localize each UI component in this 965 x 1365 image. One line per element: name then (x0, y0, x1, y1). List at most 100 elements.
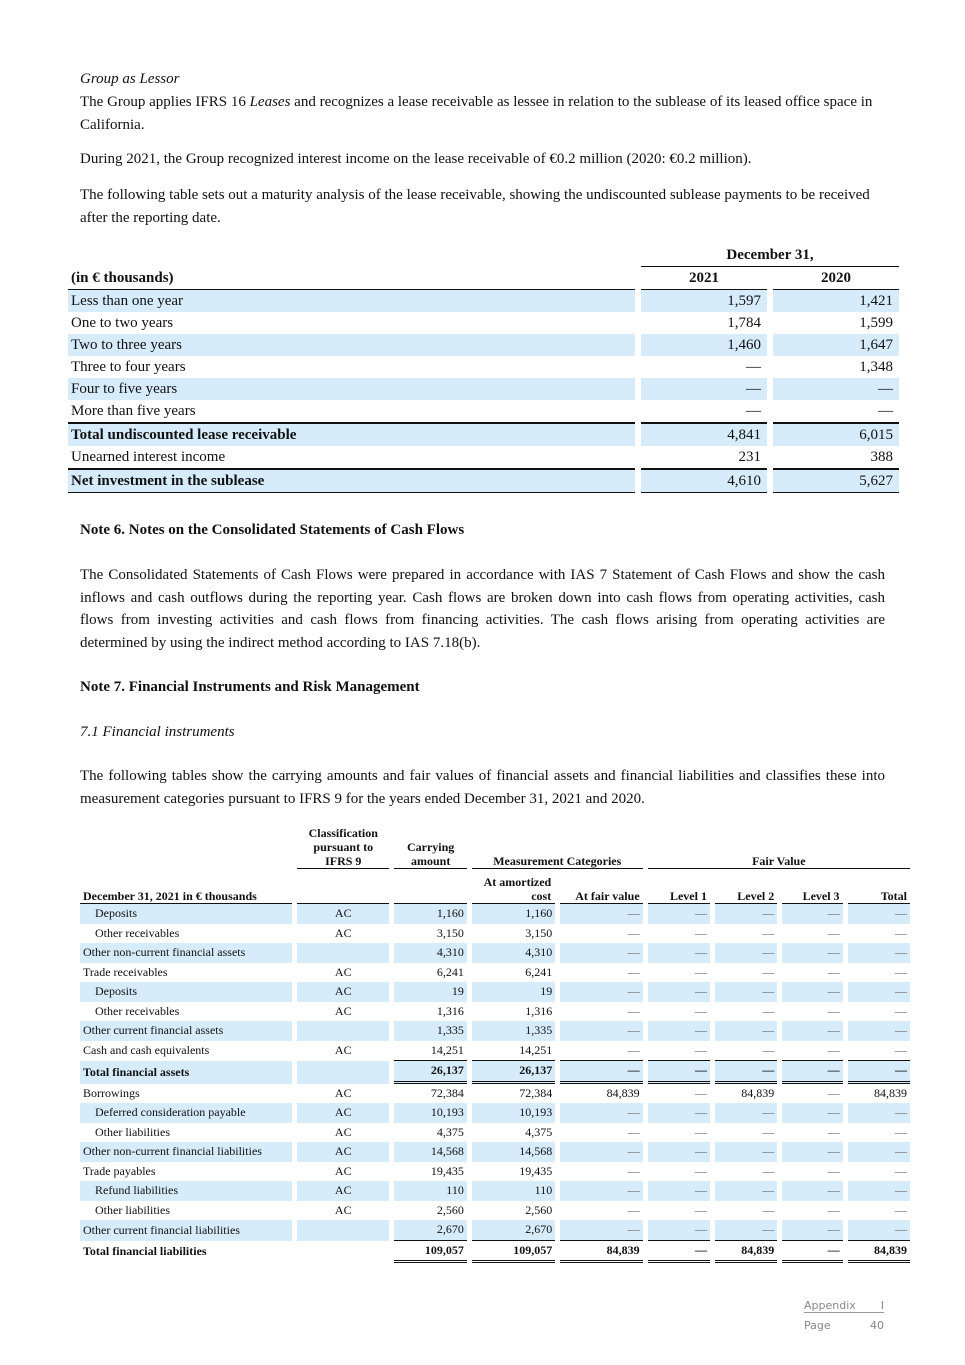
row-label: Other non-current financial assets (80, 943, 293, 963)
header-measurement: Measurement Categories (471, 826, 643, 869)
footer-section: Appendix I (804, 1299, 884, 1313)
lease-maturity-table: December 31, (in € thousands) 2021 2020 Le… (68, 244, 899, 493)
classification (297, 1021, 390, 1041)
unit-header: (in € thousands) (68, 267, 635, 290)
classification: AC (334, 964, 352, 979)
level3: — (782, 1220, 843, 1241)
level2: — (714, 1142, 778, 1162)
classification: AC (334, 1085, 352, 1100)
level3: — (782, 943, 843, 963)
level3: — (782, 1142, 843, 1162)
value-2021: — (641, 400, 767, 423)
total: — (895, 1163, 907, 1178)
total: — (895, 925, 907, 940)
text: and recognizes a lease receivable as les… (80, 94, 873, 133)
table-row: Deferred consideration payable AC 10,193 10… (80, 1103, 910, 1123)
carrying-amount: 1,316 (436, 1003, 464, 1018)
table-row: Refund liabilities AC 110 110— — — — — (80, 1181, 910, 1201)
total: — (847, 943, 910, 963)
classification: AC (297, 904, 390, 924)
value-2020: 388 (773, 446, 899, 469)
total: — (847, 904, 910, 924)
level1: — (647, 904, 710, 924)
amortized-cost: 2,670 (471, 1220, 556, 1241)
total: — (895, 1202, 907, 1217)
level1: — (647, 1061, 710, 1084)
classification: AC (334, 1202, 352, 1217)
row-label: Other receivables (95, 1003, 180, 1018)
value-2021: 231 (641, 446, 767, 469)
classification: AC (334, 925, 352, 940)
level2: — (714, 943, 778, 963)
level3: — (782, 1061, 843, 1084)
at-fair-value: — (627, 1163, 640, 1178)
row-label: More than five years (68, 400, 635, 423)
carrying-amount: 2,560 (436, 1202, 464, 1217)
header-amortized: At amortized cost (471, 875, 556, 904)
amortized-cost: 1,316 (525, 1003, 553, 1018)
row-label: Refund liabilities (80, 1181, 293, 1201)
amortized-cost: 1,335 (471, 1021, 556, 1041)
amortized-cost: 10,193 (471, 1103, 556, 1123)
table-row: Other non-current financial assets 4,310 4… (80, 943, 910, 963)
level1: — (694, 1124, 707, 1139)
total: — (847, 1142, 910, 1162)
row-label: Cash and cash equivalents (83, 1043, 210, 1058)
amortized-cost: 110 (471, 1181, 556, 1201)
at-fair-value: 84,839 (560, 1241, 643, 1263)
header-level1: Level 1 (647, 875, 710, 904)
header-classification: Classification pursuant to IFRS 9 (297, 826, 390, 869)
lessor-paragraph-2: During 2021, the Group recognized intere… (80, 151, 752, 167)
row-label: Other current financial assets (80, 1021, 293, 1041)
level1: — (694, 925, 707, 940)
at-fair-value: — (560, 1061, 643, 1084)
amortized-cost: 109,057 (471, 1241, 556, 1263)
table-row: Trade payables AC 19,435 19,435 — — — — — (80, 1161, 910, 1181)
row-label: Net investment in the sublease (68, 469, 635, 493)
level2: — (762, 1163, 775, 1178)
at-fair-value: — (560, 982, 643, 1002)
classification: AC (334, 1163, 352, 1178)
table-row: More than five years — — (68, 400, 899, 423)
level3: — (782, 1021, 843, 1041)
value-2020: 1,348 (859, 359, 893, 375)
level1: — (694, 1202, 707, 1217)
table-row: Deposits AC 1,160 1,160— — — — — (80, 904, 910, 924)
table-row: Less than one year 1,597 1,421 (68, 290, 899, 312)
amortized-cost: 4,310 (471, 943, 556, 963)
table-row: Unearned interest income 231 388 (68, 446, 899, 469)
amortized-cost: 19,435 (519, 1163, 553, 1178)
level3: — (827, 1003, 840, 1018)
at-fair-value: — (560, 1041, 643, 1061)
row-label: Total financial assets (80, 1061, 293, 1084)
lessor-paragraph-1: The Group applies IFRS 16 Leases and rec… (80, 91, 885, 136)
amortized-cost: 26,137 (471, 1061, 556, 1084)
level2: 84,839 (714, 1241, 778, 1263)
amortized-cost: 6,241 (525, 964, 553, 979)
table-row: Total financial liabilities 109,057 109,05… (80, 1240, 910, 1263)
carrying-amount: 3,150 (436, 925, 464, 940)
text-emphasis: Leases (249, 94, 291, 110)
classification: AC (334, 1124, 352, 1139)
value-2021: 1,597 (641, 290, 767, 312)
level3: — (782, 1041, 843, 1061)
total: 84,839 (874, 1085, 907, 1100)
level3: — (782, 1241, 843, 1263)
header-level2: Level 2 (714, 875, 778, 904)
classification: AC (334, 1043, 352, 1058)
value-2021: — (746, 359, 761, 375)
amortized-cost: 4,375 (525, 1124, 553, 1139)
note6-body: The Consolidated Statements of Cash Flow… (80, 567, 885, 651)
at-fair-value: — (560, 1220, 643, 1241)
value-2021: 1,460 (641, 334, 767, 356)
at-fair-value: — (560, 943, 643, 963)
header-fair-value: Fair Value (647, 826, 910, 869)
carrying-amount: 1,335 (394, 1021, 467, 1041)
header-at-fair-value: At fair value (560, 875, 643, 904)
footer-page-label: Page (804, 1319, 831, 1332)
group-header: December 31, (641, 244, 899, 267)
at-fair-value: — (627, 1202, 640, 1217)
total: — (847, 982, 910, 1002)
table-row: Other current financial assets 1,335 1,335… (80, 1021, 910, 1041)
value-2020: 1,647 (773, 334, 899, 356)
